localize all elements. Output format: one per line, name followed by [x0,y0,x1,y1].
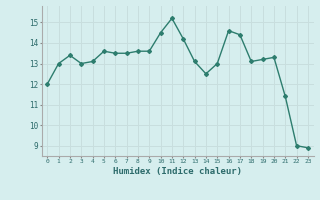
X-axis label: Humidex (Indice chaleur): Humidex (Indice chaleur) [113,167,242,176]
